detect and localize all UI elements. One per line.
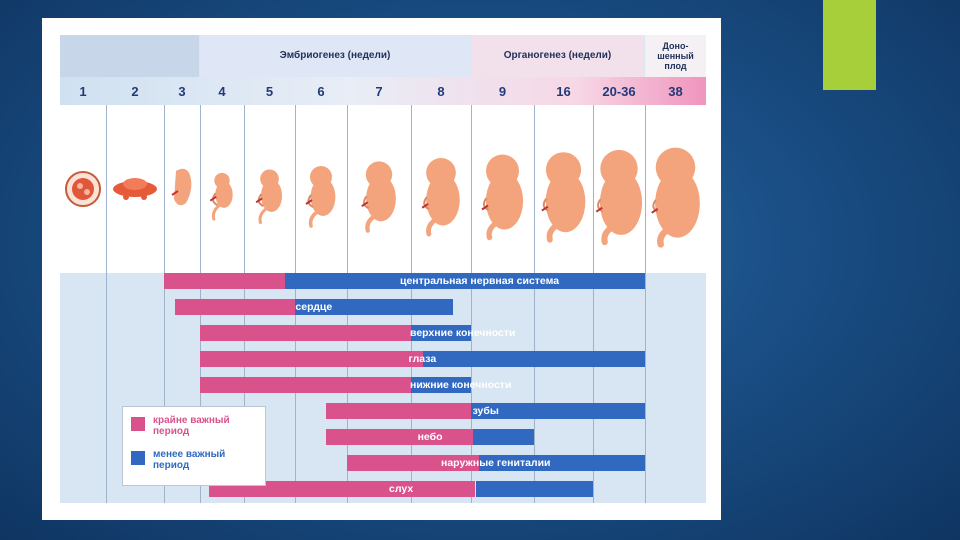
- week-number: 7: [375, 83, 383, 99]
- embryo-illustration: [411, 105, 471, 273]
- header-empty-cell: [60, 35, 199, 77]
- less-critical-period-bar: [295, 299, 453, 315]
- less-critical-period-bar: [479, 455, 645, 471]
- grid-line: [645, 105, 646, 503]
- embryo-illustration: [295, 105, 347, 273]
- critical-period-bar: [200, 377, 411, 393]
- organ-label: глаза: [408, 353, 437, 365]
- critical-period-bar: [347, 455, 480, 471]
- less-critical-period-bar: [411, 325, 471, 341]
- legend-less-critical-label: менее важный период: [153, 449, 226, 471]
- embryo-illustration: [164, 105, 200, 273]
- header-full-term: Доно- шенный плод: [645, 35, 706, 77]
- organ-label: зубы: [472, 405, 499, 417]
- critical-period-bar: [326, 403, 471, 419]
- organ-label: центральная нервная система: [400, 275, 560, 287]
- week-number: 8: [437, 83, 445, 99]
- legend-critical-label: крайне важный период: [153, 415, 230, 437]
- header-embryogenesis: Эмбриогенез (недели): [200, 35, 470, 77]
- embryo-illustration: [645, 105, 706, 273]
- legend-critical-swatch: [131, 417, 145, 431]
- organ-label: небо: [417, 431, 443, 443]
- embryo-illustration: [471, 105, 534, 273]
- header-organogenesis: Органогенез (недели): [471, 35, 644, 77]
- organ-label: нижние конечности: [410, 379, 512, 391]
- week-number: 3: [178, 83, 186, 99]
- grid-line: [106, 105, 107, 503]
- week-number: 1: [79, 83, 87, 99]
- legend-less-critical-swatch: [131, 451, 145, 465]
- critical-period-bar: [200, 325, 411, 341]
- prenatal-development-chart: Эмбриогенез (недели) Органогенез (недели…: [60, 35, 706, 503]
- less-critical-period-bar: [472, 429, 534, 445]
- embryo-illustration: [347, 105, 411, 273]
- week-number: 5: [265, 83, 274, 99]
- embryo-illustration: [593, 105, 645, 273]
- less-critical-period-bar: [423, 351, 645, 367]
- organ-label: верхние конечности: [410, 327, 516, 339]
- week-number: 9: [498, 83, 507, 99]
- critical-period-bar: [174, 299, 295, 315]
- week-number: 6: [317, 83, 325, 99]
- critical-period-bar: [200, 351, 423, 367]
- grid-line: [471, 105, 472, 503]
- embryo-illustration: [200, 105, 244, 273]
- grid-line: [534, 105, 535, 503]
- accent-bar: [823, 0, 876, 90]
- embryo-illustration: [60, 105, 106, 273]
- organ-label: сердце: [295, 301, 333, 313]
- week-numbers-row: [60, 77, 706, 105]
- less-critical-period-bar: [475, 481, 594, 497]
- less-critical-period-bar: [284, 273, 645, 289]
- critical-period-bar: [208, 481, 476, 497]
- critical-period-bar: [164, 273, 285, 289]
- week-number: 16: [556, 83, 571, 99]
- week-number: 2: [131, 83, 139, 99]
- less-critical-period-bar: [471, 403, 645, 419]
- week-number: 4: [218, 83, 226, 99]
- critical-period-bar: [326, 429, 473, 445]
- less-critical-period-bar: [411, 377, 471, 393]
- embryo-illustration: [244, 105, 295, 273]
- legend: крайне важный период менее важный период: [122, 406, 266, 486]
- organ-label: слух: [389, 483, 414, 495]
- week-number: 38: [668, 83, 683, 99]
- grid-line: [164, 105, 165, 503]
- embryo-illustration: [534, 105, 593, 273]
- week-number: 20-36: [602, 83, 636, 99]
- grid-line: [593, 105, 594, 503]
- organ-label: наружные гениталии: [441, 457, 551, 469]
- embryo-illustration: [106, 105, 164, 273]
